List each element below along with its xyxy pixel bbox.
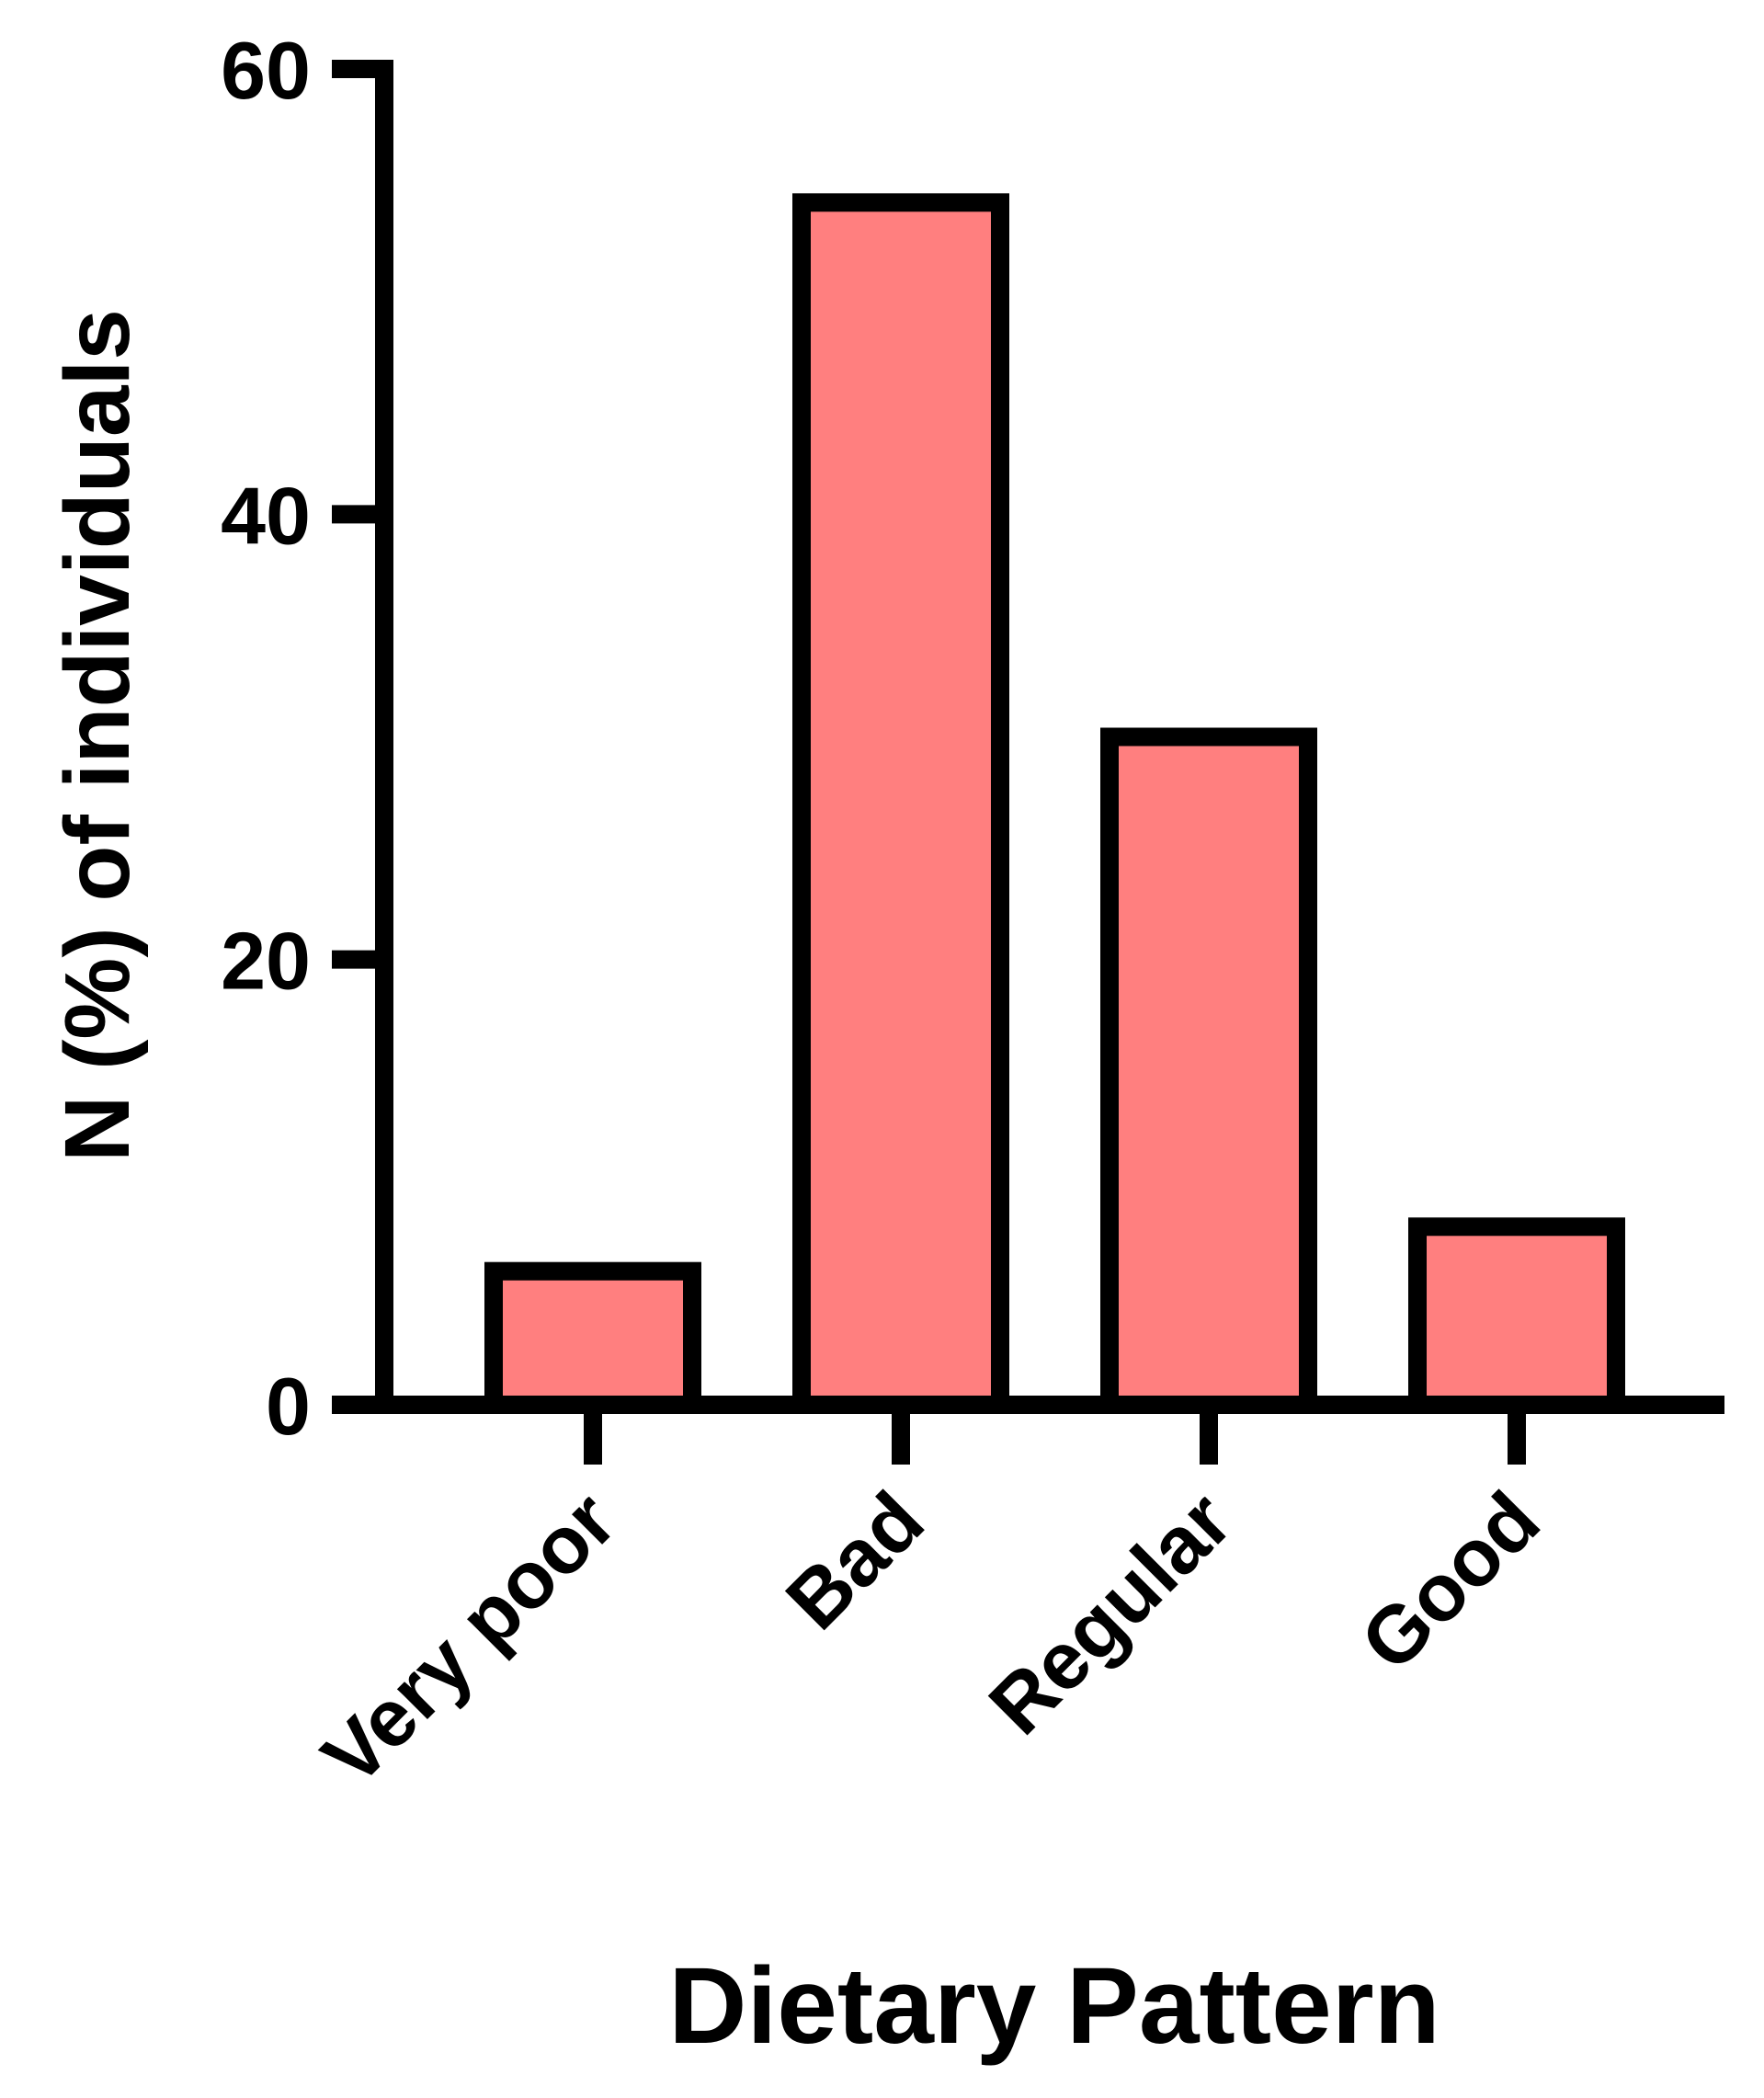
- x-axis-title: Dietary Pattern: [668, 1945, 1440, 2067]
- x-tick-label: Bad: [768, 1474, 941, 1647]
- y-tick-label: 20: [221, 916, 311, 1007]
- y-tick-label: 0: [266, 1361, 311, 1452]
- x-tick-label: Regular: [972, 1474, 1249, 1751]
- x-tick-label: Good: [1343, 1474, 1556, 1687]
- x-tick-label: Very poor: [304, 1474, 632, 1802]
- y-tick-label: 40: [221, 470, 311, 561]
- bar: [484, 1261, 701, 1414]
- y-axis-title: N (%) of individuals: [46, 309, 149, 1162]
- bar: [1408, 1217, 1625, 1415]
- y-tick-label: 60: [221, 25, 311, 116]
- bar: [1100, 727, 1317, 1414]
- bar: [792, 193, 1009, 1414]
